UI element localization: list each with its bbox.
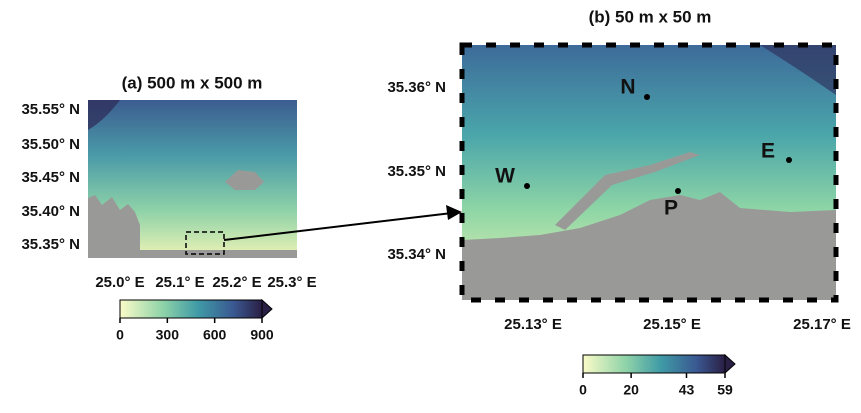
lat-label: 35.35° N (21, 236, 80, 253)
lon-label: 25.15° E (643, 316, 701, 333)
colorbar-label: 600 (203, 327, 227, 343)
point-label: N (620, 76, 635, 99)
colorbar-extend (262, 300, 272, 318)
lat-label: 35.34° N (387, 246, 446, 263)
point-marker (786, 157, 792, 163)
lat-label: 35.55° N (21, 101, 80, 118)
colorbar-label: 900 (250, 327, 274, 343)
panel-title: (b) 50 m x 50 m (589, 7, 712, 26)
point-marker (675, 188, 681, 194)
colorbar-b (583, 355, 725, 373)
panel-title: (a) 500 m x 500 m (122, 73, 263, 92)
lat-label: 35.50° N (21, 136, 80, 153)
lon-label: 25.0° E (95, 274, 144, 291)
colorbar-label: 0 (116, 327, 124, 343)
map-b (462, 45, 836, 300)
colorbar-label: 59 (717, 382, 733, 398)
point-label: E (761, 140, 775, 163)
point-label: W (495, 165, 515, 188)
lon-label: 25.13° E (504, 316, 562, 333)
point-marker (524, 183, 530, 189)
colorbar-label: 43 (679, 382, 695, 398)
lon-label: 25.1° E (155, 274, 204, 291)
point-marker (644, 94, 650, 100)
colorbar-a (120, 300, 262, 318)
colorbar-extend (725, 355, 735, 373)
colorbar-label: 300 (156, 327, 180, 343)
lon-label: 25.2° E (212, 274, 261, 291)
colorbar-label: 20 (623, 382, 639, 398)
point-label: P (664, 197, 678, 220)
lon-label: 25.17° E (793, 316, 851, 333)
figure: (a) 500 m x 500 m (b) 50 m x 50 m 35.55°… (0, 0, 861, 408)
lat-label: 35.45° N (21, 169, 80, 186)
lat-label: 35.36° N (387, 79, 446, 96)
colorbar-label: 0 (579, 382, 587, 398)
lon-label: 25.3° E (267, 274, 316, 291)
lat-label: 35.35° N (387, 163, 446, 180)
lat-label: 35.40° N (21, 203, 80, 220)
